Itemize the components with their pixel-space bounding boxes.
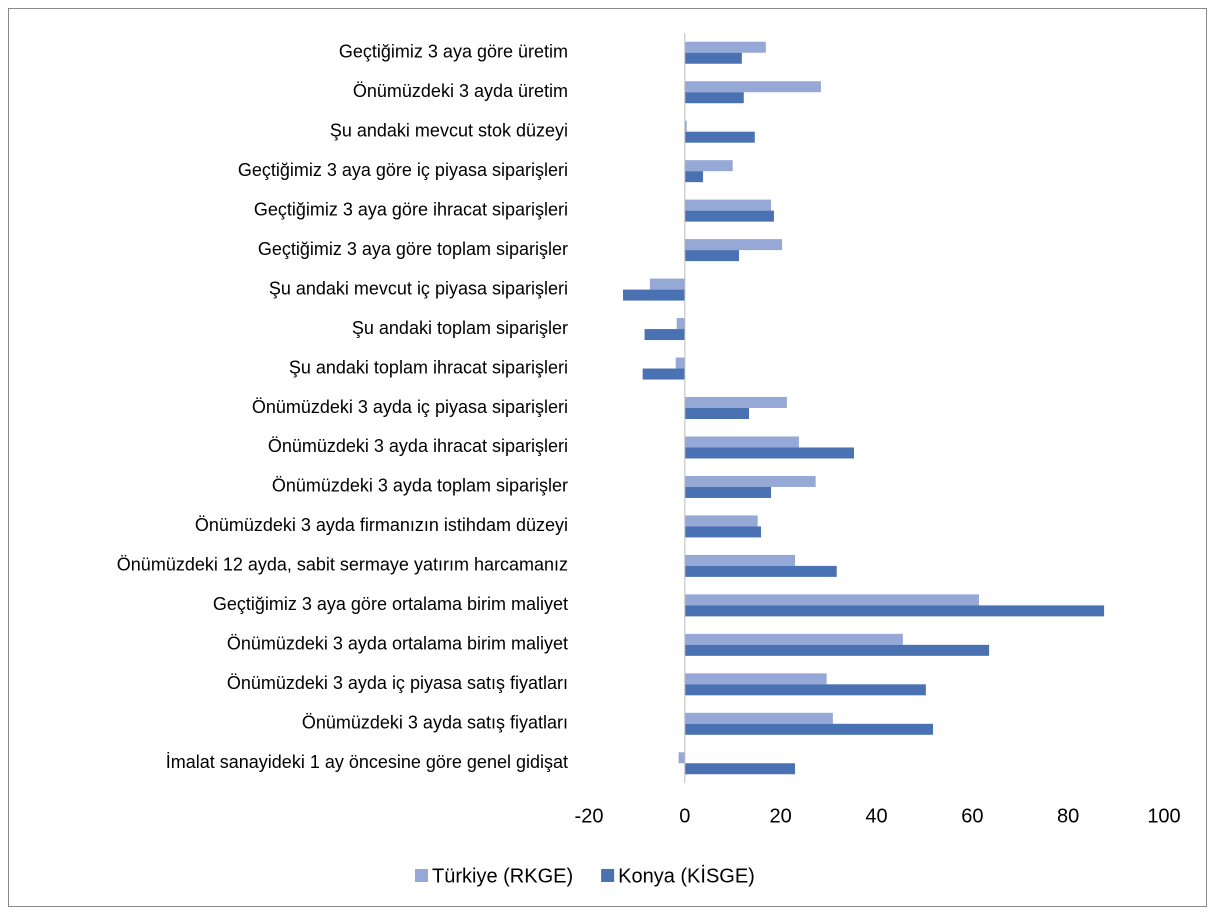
bar [684, 565, 837, 577]
bar [684, 436, 799, 448]
y-tick-label: Şu andaki mevcut iç piyasa siparişleri [269, 278, 568, 298]
y-tick-label: Önümüzdeki 3 ayda iç piyasa satış fiyatl… [227, 673, 568, 693]
y-tick-label: Geçtiğimiz 3 aya göre ihracat siparişler… [254, 199, 568, 219]
y-tick-label: Önümüzdeki 3 ayda ihracat siparişleri [268, 436, 568, 456]
bar [684, 160, 733, 172]
bar [684, 475, 816, 487]
bar [642, 368, 685, 380]
x-tick-label: 0 [679, 805, 690, 827]
legend-label: Konya (KİSGE) [618, 864, 755, 887]
bar [684, 684, 926, 696]
x-tick-label: 60 [961, 805, 983, 827]
x-tick-label: -20 [575, 805, 604, 827]
bar [684, 633, 903, 645]
bar [623, 289, 685, 301]
bar [684, 81, 821, 93]
y-tick-label: Önümüzdeki 3 ayda üretim [353, 81, 568, 101]
y-tick-label: Önümüzdeki 3 ayda iç piyasa siparişleri [252, 397, 568, 417]
bar [684, 594, 980, 606]
bar [649, 278, 685, 290]
y-tick-label: Önümüzdeki 3 ayda satış fiyatları [302, 713, 568, 733]
legend-swatch [415, 869, 428, 882]
bar [684, 92, 744, 104]
x-tick-label: 100 [1147, 805, 1180, 827]
bar [676, 318, 685, 330]
bar [684, 120, 687, 132]
bar [684, 250, 739, 262]
bar [684, 515, 758, 527]
y-tick-label: Önümüzdeki 3 ayda ortalama birim maliyet [227, 634, 568, 654]
bar [684, 131, 755, 143]
y-tick-label: Geçtiğimiz 3 aya göre iç piyasa siparişl… [238, 160, 568, 180]
x-tick-label: 40 [865, 805, 887, 827]
bar [684, 397, 787, 408]
y-tick-label: Şu andaki toplam siparişler [352, 318, 568, 338]
bar [684, 171, 704, 183]
bar [684, 605, 1105, 617]
y-tick-label: Geçtiğimiz 3 aya göre toplam siparişler [258, 239, 568, 259]
bar [684, 486, 772, 498]
bar [675, 357, 685, 369]
bar [678, 752, 685, 764]
x-tick-label: 80 [1057, 805, 1079, 827]
legend-swatch [601, 869, 615, 882]
x-tick-label: 20 [770, 805, 792, 827]
bar [684, 712, 833, 724]
bar [684, 408, 750, 419]
bar [684, 199, 772, 211]
bar [684, 447, 854, 459]
bar [684, 41, 766, 53]
bar [684, 723, 934, 735]
bar [684, 763, 796, 775]
y-tick-label: Önümüzdeki 3 ayda toplam siparişler [272, 476, 568, 496]
y-tick-label: Şu andaki mevcut stok düzeyi [330, 120, 568, 140]
bar [644, 329, 685, 341]
y-tick-label: Önümüzdeki 3 ayda firmanızın istihdam dü… [195, 515, 568, 535]
y-tick-label: İmalat sanayideki 1 ay öncesine göre gen… [166, 752, 568, 772]
y-tick-label: Geçtiğimiz 3 aya göre üretim [339, 41, 568, 61]
bar [684, 526, 762, 538]
bar [684, 239, 783, 251]
y-tick-label: Geçtiğimiz 3 aya göre ortalama birim mal… [213, 594, 568, 614]
chart-frame [8, 8, 1207, 907]
bar [684, 210, 774, 222]
bar [684, 673, 827, 685]
legend-label: Türkiye (RKGE) [432, 865, 573, 887]
y-tick-label: Şu andaki toplam ihracat siparişleri [289, 357, 568, 377]
y-tick-label: Önümüzdeki 12 ayda, sabit sermaye yatırı… [117, 555, 568, 575]
bar [684, 52, 742, 64]
bar [684, 554, 796, 566]
bar [684, 644, 990, 656]
